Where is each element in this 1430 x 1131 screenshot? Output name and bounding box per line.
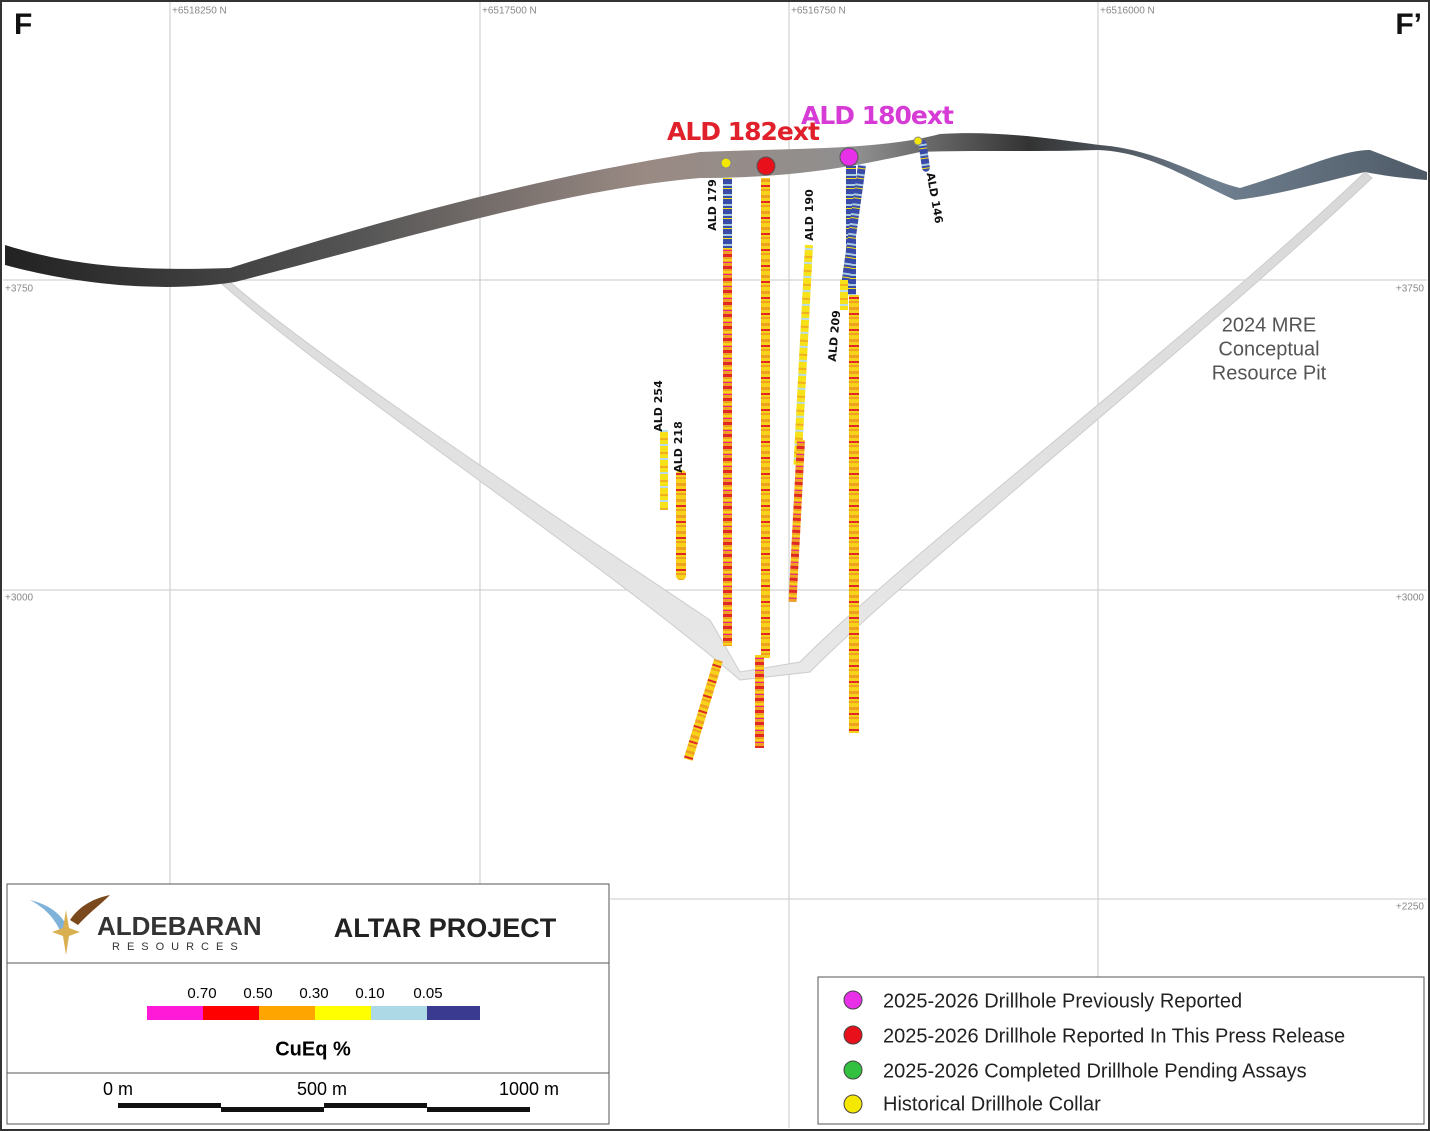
resource-pit	[220, 171, 1373, 681]
legend-frame	[817, 976, 1425, 1125]
logo-mark	[30, 900, 70, 935]
elevation-label: +3750	[1396, 284, 1425, 295]
drillhole-label: ALD 209	[826, 310, 843, 362]
drillhole	[676, 470, 686, 580]
drillhole-label: ALD 218	[672, 421, 685, 472]
elevation-label: +3000	[1396, 593, 1425, 604]
section-start: F	[14, 8, 32, 41]
legend-entry: 2025-2026 Drillhole Previously Reported	[883, 990, 1242, 1012]
grade-tick: 0.30	[299, 985, 328, 1002]
drillhole-label: ALD 179	[706, 179, 719, 230]
scale-label: 500 m	[297, 1079, 347, 1099]
northing-label: +6516750 N	[791, 6, 846, 17]
elevation-label: +3750	[5, 284, 34, 295]
title-block: ALDEBARAN RESOURCES ALTAR PROJECT 0.70 0…	[6, 883, 610, 1125]
drillhole	[761, 178, 770, 658]
legend: 2025-2026 Drillhole Previously Reported …	[817, 976, 1425, 1125]
grade-label: CuEq %	[275, 1038, 351, 1060]
historical-collar	[913, 136, 923, 146]
legend-entry: 2025-2026 Drillhole Reported In This Pre…	[883, 1025, 1345, 1047]
drillhole-label: ALD 190	[803, 189, 816, 241]
drillhole	[660, 430, 668, 510]
drillhole-label: ALD 254	[652, 380, 665, 432]
pit-label: 2024 MRE Conceptual Resource Pit	[1212, 314, 1327, 384]
drillhole	[793, 244, 813, 465]
title-block-frame	[6, 883, 610, 1125]
historical-collar	[720, 157, 732, 169]
drillholes	[660, 136, 930, 761]
topography	[5, 133, 1427, 287]
drillhole-highlight: ALD 182ext	[667, 117, 820, 146]
pit-label-line: Conceptual	[1218, 338, 1319, 360]
drillhole	[918, 139, 930, 172]
logo-star	[52, 910, 80, 955]
legend-entry: Historical Drillhole Collar	[883, 1093, 1101, 1115]
elevation-label: +3000	[5, 593, 34, 604]
scale-label: 1000 m	[499, 1079, 559, 1099]
grade-tick: 0.70	[187, 985, 216, 1002]
grade-tick: 0.10	[355, 985, 384, 1002]
company-name: ALDEBARAN	[97, 911, 262, 941]
grade-tick: 0.50	[243, 985, 272, 1002]
section-end: F’	[1395, 8, 1422, 41]
drillhole	[723, 178, 732, 248]
grid-labels: +6518250 N +6517500 N +6516750 N +651600…	[5, 6, 1424, 913]
drillhole-highlight: ALD 180ext	[801, 101, 954, 130]
scale-label: 0 m	[103, 1079, 133, 1099]
drillhole	[755, 655, 764, 748]
project-title: ALTAR PROJECT	[334, 913, 557, 943]
drillhole	[683, 658, 723, 761]
elevation-label: +2250	[1396, 902, 1425, 913]
northing-label: +6518250 N	[172, 6, 227, 17]
logo-mark	[70, 895, 110, 925]
northing-label: +6517500 N	[482, 6, 537, 17]
drillhole	[788, 439, 805, 602]
northing-label: +6516000 N	[1100, 6, 1155, 17]
grade-tick: 0.05	[413, 985, 442, 1002]
drillhole	[723, 248, 732, 646]
drillhole	[849, 295, 859, 733]
company-sub: RESOURCES	[112, 941, 245, 953]
drillhole	[840, 280, 848, 310]
collar-previously-reported	[839, 147, 859, 167]
drillhole	[841, 164, 866, 285]
legend-entry: 2025-2026 Completed Drillhole Pending As…	[883, 1060, 1307, 1082]
pit-label-line: Resource Pit	[1212, 362, 1327, 384]
collar-this-release	[756, 156, 776, 176]
pit-label-line: 2024 MRE	[1222, 314, 1317, 336]
